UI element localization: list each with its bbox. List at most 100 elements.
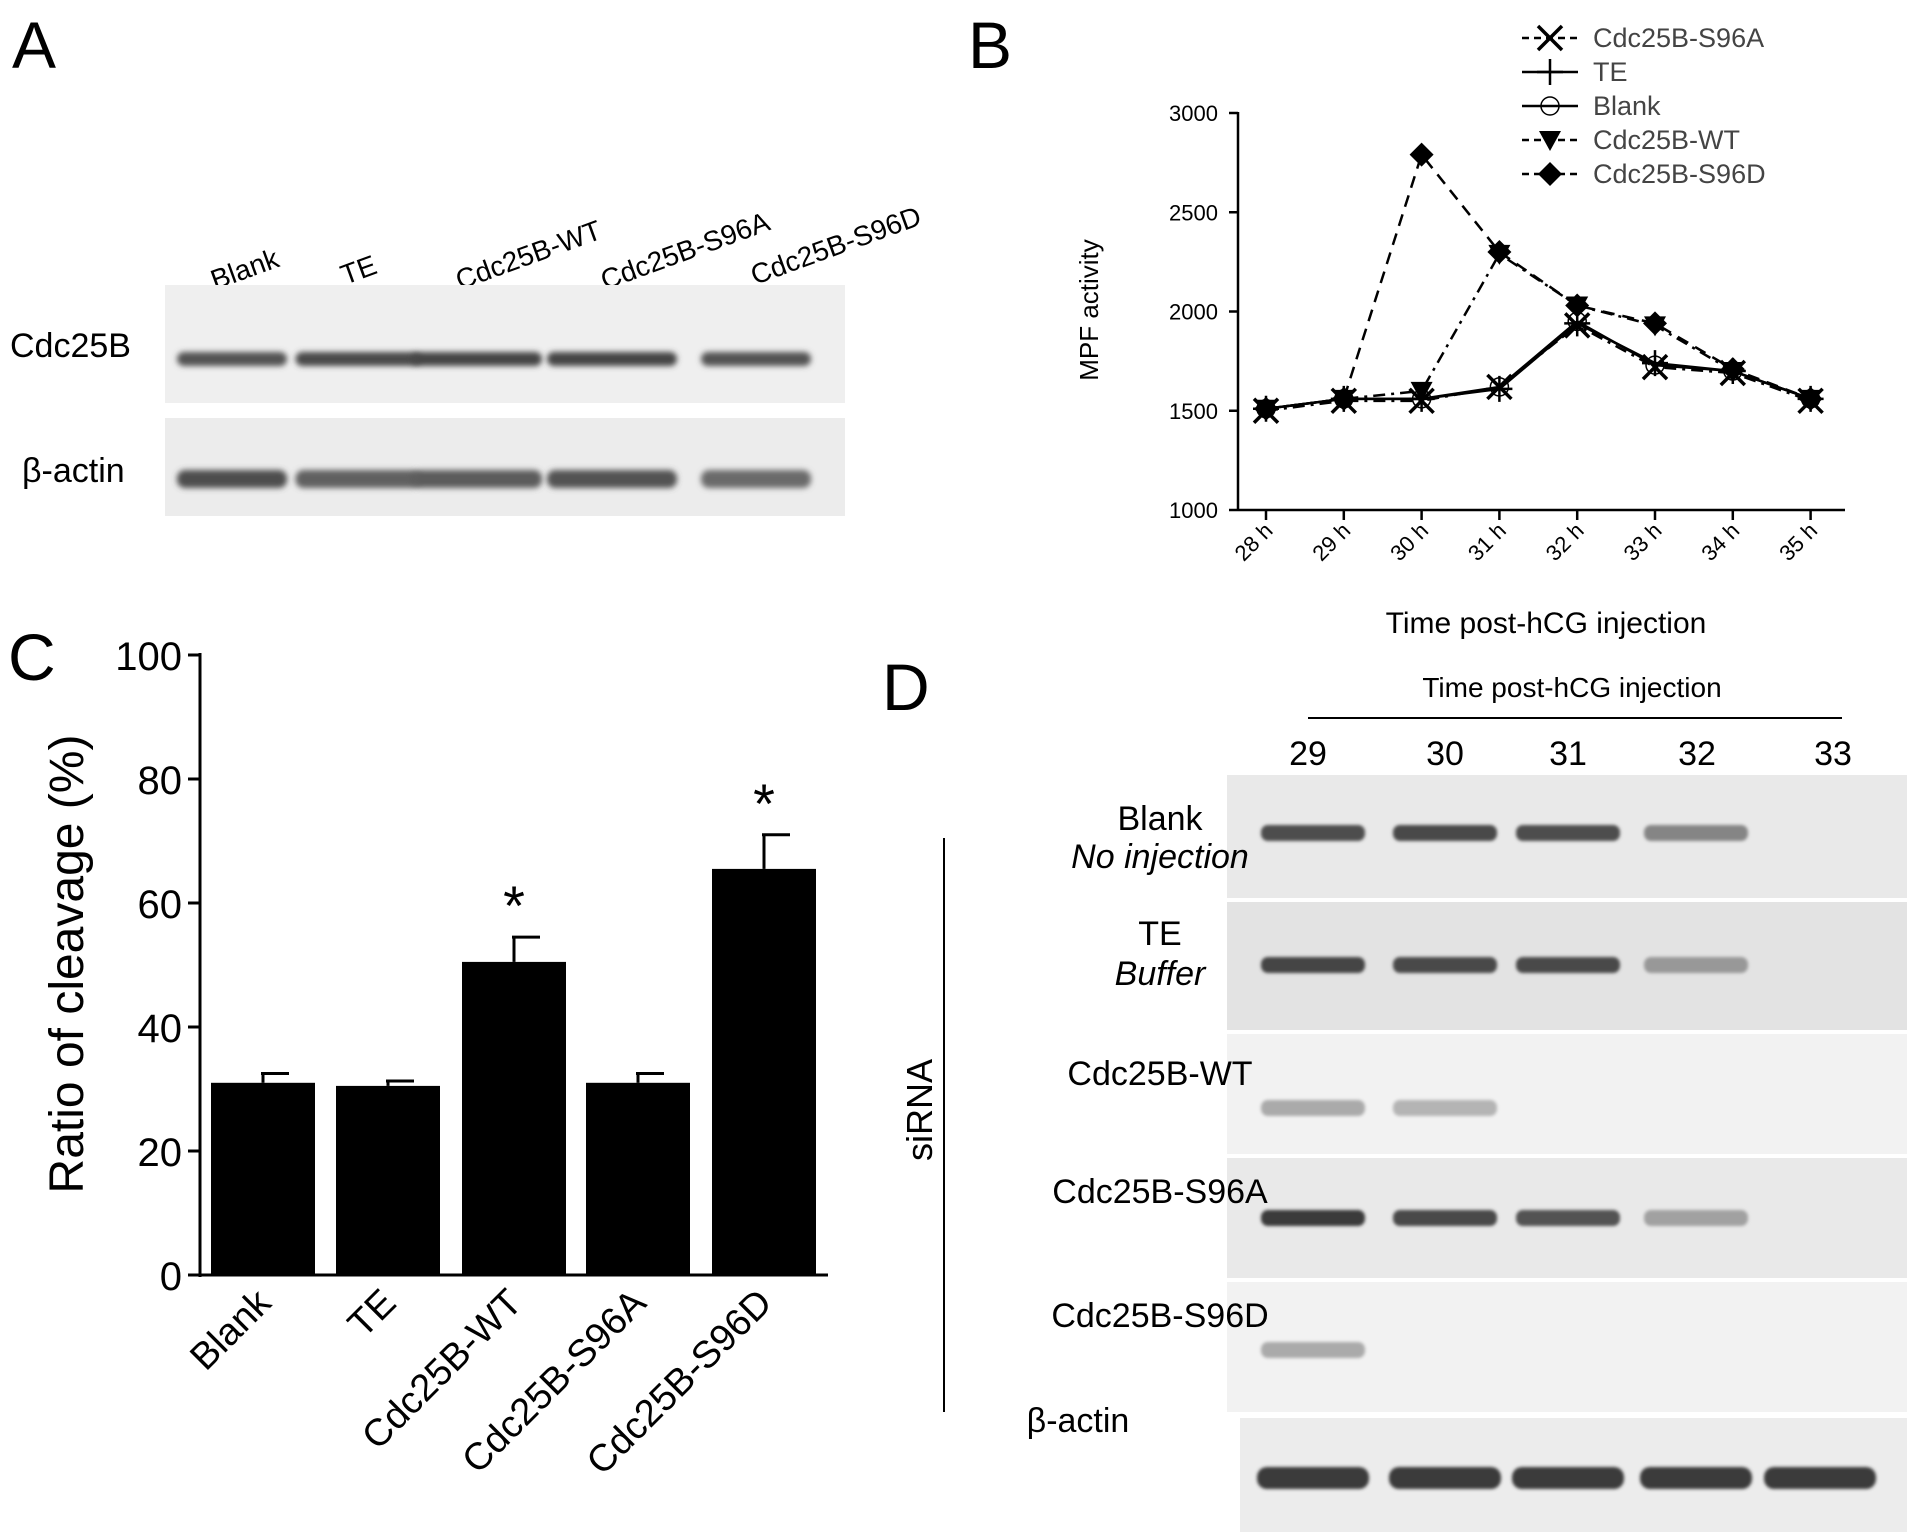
panel-c-y-tick-label: 20: [138, 1131, 183, 1175]
panel-c-y-tick-label: 60: [138, 883, 183, 927]
panel-d-band-actin: [1389, 1467, 1501, 1489]
panel-a-row-label-cdc25b: Cdc25B: [10, 327, 131, 365]
panel-c-y-tick-label: 40: [138, 1007, 183, 1051]
panel-b-data-point: [1645, 355, 1665, 375]
panel-c-bar: [712, 868, 816, 1275]
panel-a-bands-actin: [177, 470, 811, 488]
panel-b-x-tick-label: 28 h: [1230, 518, 1278, 566]
panel-a-membrane-cdc25b: [165, 285, 845, 403]
panel-d-band: [1261, 1100, 1365, 1116]
panel-b-x-tick-label: 33 h: [1619, 518, 1667, 566]
panel-a-membrane-actin: [165, 418, 845, 516]
panel-b-legend-marker: [1537, 59, 1563, 85]
panel-c-x-tick-label: TE: [340, 1282, 404, 1346]
panel-d-row-label: Cdc25B-WT: [1067, 1055, 1252, 1093]
panel-letter-a: A: [12, 8, 56, 82]
panel-a-lane-label: Cdc25B-S96A: [596, 206, 774, 296]
panel-d-band: [1516, 825, 1620, 841]
panel-b-series-markers: [1252, 142, 1824, 424]
panel-b-legend-label: Cdc25B-S96D: [1593, 159, 1766, 189]
panel-d-row-label: Cdc25B-S96D: [1051, 1297, 1268, 1335]
panel-d-band-actin: [1640, 1467, 1752, 1489]
panel-d-band-actin: [1512, 1467, 1624, 1489]
panel-d-membranes: [1227, 775, 1907, 1532]
panel-b-data-point: [1411, 389, 1432, 409]
panel-d-band: [1261, 1342, 1365, 1358]
panel-c-significance-marker: *: [753, 772, 775, 835]
panel-d-band-actin: [1257, 1467, 1369, 1489]
panel-b-series-line: [1265, 252, 1812, 411]
panel-b-x-tick-label: 31 h: [1463, 518, 1511, 566]
panel-b-data-point: [1409, 142, 1434, 167]
panel-b-data-point: [1723, 361, 1743, 381]
panel-d-membrane-row: [1227, 1034, 1907, 1154]
panel-a-blot: Blank TE Cdc25B-WT Cdc25B-S96A Cdc25B-S9…: [10, 200, 925, 516]
panel-a-row-label-actin: β-actin: [22, 452, 125, 490]
panel-d-band: [1644, 1210, 1748, 1226]
panel-d-bands: [1257, 825, 1876, 1489]
panel-a-band-cdc25b: [177, 352, 287, 366]
panel-a-band-actin: [701, 470, 811, 488]
panel-b-legend-marker: [1538, 162, 1562, 186]
panel-b-legend-marker: [1540, 96, 1560, 116]
panel-c-y-tick-label: 100: [115, 635, 182, 679]
panel-d-row-sublabel: Buffer: [1115, 955, 1207, 993]
panel-b-legend-label: TE: [1593, 57, 1628, 87]
panel-b-x-tick-label: 30 h: [1385, 518, 1433, 566]
panel-b-x-axis-label: Time post-hCG injection: [1386, 607, 1707, 640]
panel-a-band-cdc25b: [701, 352, 811, 366]
panel-d-band: [1393, 1100, 1497, 1116]
panel-b-legend: Cdc25B-S96A TE Blank Cdc25B-WT Cdc25B-S96D: [1522, 23, 1766, 189]
panel-d-band: [1393, 957, 1497, 973]
panel-b-x-tick-label: 35 h: [1774, 518, 1822, 566]
panel-b-x-tick-label: 29 h: [1307, 518, 1355, 566]
panel-b-y-tick-label: 3000: [1169, 101, 1218, 126]
panel-d-time-label: 30: [1426, 735, 1464, 773]
panel-b-y-tick-label: 1500: [1169, 399, 1218, 424]
panel-d-time-label: 32: [1678, 735, 1716, 773]
panel-d-band: [1644, 825, 1748, 841]
panel-b-data-point: [1567, 311, 1587, 332]
panel-b-x-ticks: 28 h 29 h 30 h 31 h 32 h 33 h 34 h 35 h: [1230, 510, 1822, 566]
panel-d-time-labels: 29 30 31 32 33: [1289, 735, 1852, 773]
panel-b-data-point: [1488, 244, 1511, 265]
panel-a-lane-label: Cdc25B-S96D: [746, 200, 925, 290]
panel-d-band: [1516, 957, 1620, 973]
panel-a-bands-cdc25b: [177, 352, 811, 366]
panel-b-legend-marker: [1539, 131, 1561, 151]
panel-a-band-actin: [295, 470, 421, 488]
panel-d-time-label: 33: [1814, 735, 1852, 773]
panel-d-row-label: TE: [1138, 915, 1181, 953]
panel-a-lane-label: TE: [336, 249, 380, 290]
panel-letter-d: D: [882, 650, 930, 724]
panel-b-y-tick-label: 2500: [1169, 200, 1218, 225]
panel-a-band-cdc25b: [412, 352, 542, 366]
panel-c-x-tick-label: Blank: [182, 1281, 280, 1379]
panel-b-legend-marker: [1536, 24, 1564, 52]
panel-d-band: [1261, 825, 1365, 841]
panel-b-data-point: [1800, 389, 1821, 409]
panel-c-bar: [211, 1082, 315, 1275]
panel-a-band-actin: [412, 470, 542, 488]
panel-d-row-label: Cdc25B-S96A: [1052, 1173, 1268, 1211]
panel-b-x-tick-label: 34 h: [1696, 518, 1744, 566]
panel-d-sirna-label: siRNA: [899, 1059, 940, 1161]
panel-c-bars: **: [211, 772, 816, 1275]
panel-c-bar: [336, 1085, 440, 1275]
panel-b-x-tick-label: 32 h: [1541, 518, 1589, 566]
panel-c-y-tick-label: 80: [138, 759, 183, 803]
panel-d-band-actin: [1764, 1467, 1876, 1489]
panel-b-y-ticks: 1000 1500 2000 2500 3000: [1169, 101, 1238, 523]
panel-c-significance-marker: *: [503, 874, 525, 937]
panel-d-header: Time post-hCG injection: [1422, 672, 1721, 703]
panel-a-band-actin: [177, 470, 287, 488]
panel-d-band: [1261, 1210, 1365, 1226]
panel-c-bar: [586, 1082, 690, 1275]
panel-b-data-point: [1256, 399, 1276, 419]
panel-d-band: [1261, 957, 1365, 973]
panel-b-data-point: [1489, 377, 1510, 397]
panel-b-y-axis-label: MPF activity: [1074, 239, 1104, 381]
panel-d-row-label: Blank: [1117, 800, 1203, 838]
